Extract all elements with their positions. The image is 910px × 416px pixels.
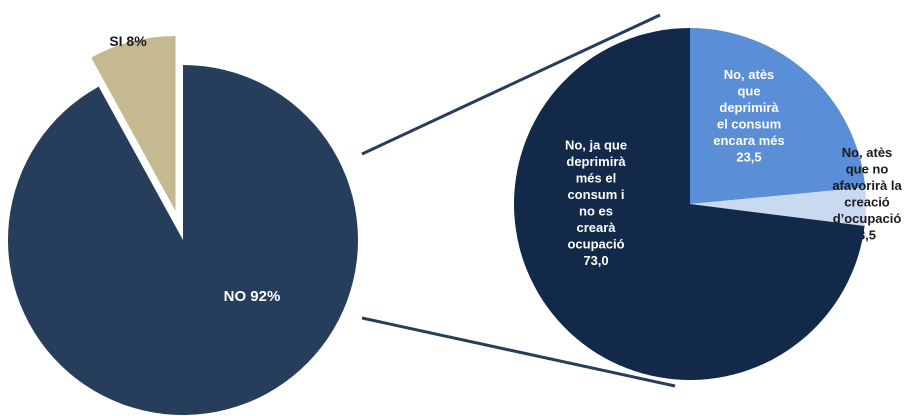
- main-pie-label-no: NO 92%: [224, 288, 281, 305]
- main-pie-slice-no: [7, 65, 358, 415]
- detail-pie-label-line: deprimirà: [566, 154, 626, 169]
- detail-pie-label-line: no es: [579, 204, 613, 219]
- detail-pie-label-line: el consum: [717, 117, 781, 132]
- main-pie-slice-si: [91, 35, 176, 211]
- detail-pie-label-line: afavorirà la: [832, 178, 902, 193]
- detail-pie-label-line: ocupació: [567, 237, 624, 252]
- main-pie: SI 8% NO 92%: [7, 33, 358, 415]
- detail-pie-label-line: encara més: [713, 133, 785, 148]
- detail-pie-label-line: No, atès: [842, 145, 893, 160]
- detail-pie-label-no-at-s-que-deprimir-el-consum-encara-m-: No, atès que deprimirà el consum encara més 2…: [713, 67, 785, 165]
- detail-pie-label-line: consum i: [567, 187, 624, 202]
- detail-pie-label-line: No, ja que: [565, 138, 627, 153]
- detail-pie-slice-no-ja-que-deprimir-m-s-el-consum-i-no-es: [514, 28, 865, 380]
- detail-pie-label-line: més el: [576, 171, 616, 186]
- main-pie-label-line: SI 8%: [109, 33, 147, 49]
- connector-line-bottom: [361, 316, 676, 388]
- connector-line-top: [361, 13, 661, 156]
- detail-pie-slice-no-at-s-que-deprimir-el-consum-encara-m-: [690, 28, 866, 204]
- detail-pie-label-line: que: [737, 84, 760, 99]
- detail-pie-label-line: No, atès: [724, 67, 775, 82]
- main-pie-label-si: SI 8%: [109, 33, 147, 49]
- detail-pie-label-line: deprimirà: [719, 100, 779, 115]
- detail-pie-label-line: 73,0: [583, 253, 608, 268]
- connector-lines: [361, 13, 676, 388]
- detail-pie-label-line: que no: [846, 162, 889, 177]
- detail-pie: No, atès que deprimirà el consum encara més 2…: [514, 28, 902, 380]
- detail-pie-label-line: creació: [844, 195, 890, 210]
- detail-pie-slice-no-at-s-que-no-afavorir-la-creaci-d-ocup: [690, 187, 867, 227]
- main-pie-label-line: NO 92%: [224, 288, 281, 305]
- detail-pie-label-line: crearà: [576, 220, 616, 235]
- detail-pie-label-line: 23,5: [736, 150, 761, 165]
- detail-pie-label-line: d’ocupació: [833, 211, 902, 226]
- detail-pie-label-no-ja-que-deprimir-m-s-el-consum-i-no-es: No, ja que deprimirà més el consum i no es cr…: [565, 138, 627, 269]
